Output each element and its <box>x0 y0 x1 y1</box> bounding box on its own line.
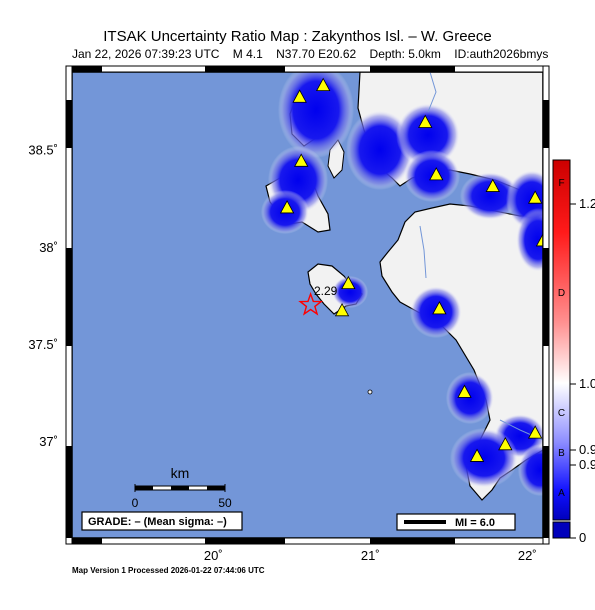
map-title: ITSAK Uncertainty Ratio Map : Zakynthos … <box>103 28 492 45</box>
grade-text: GRADE: – (Mean sigma: –) <box>88 516 227 528</box>
lon-tick-label: 20˚ <box>204 548 223 563</box>
frame-ticks <box>65 65 550 545</box>
latitude-labels: 38.5˚ 38˚ 37.5˚ 37˚ <box>28 143 58 449</box>
station-marker <box>485 178 500 192</box>
event-magnitude: M 4.1 <box>232 47 263 61</box>
station-marker <box>469 448 485 462</box>
colorbar-values: 1.2 1.0 0.90.9 0 <box>579 196 595 545</box>
longitude-labels: 20˚ 21˚ 22˚ <box>204 548 537 563</box>
event-depth: Depth: 5.0km <box>369 47 441 61</box>
river <box>419 225 427 279</box>
grade-box: GRADE: – (Mean sigma: –) <box>81 511 243 531</box>
station-value-label: 2.29 <box>314 284 338 298</box>
lat-tick-label: 38˚ <box>39 240 58 255</box>
scale-start: 0 <box>132 496 139 510</box>
event-location: N37.70 E20.62 <box>276 47 357 61</box>
station-marker <box>334 302 350 317</box>
colorbar-grade-letter: B <box>558 448 565 459</box>
station-marker <box>432 301 447 315</box>
station-marker <box>418 114 433 128</box>
map-area: 2.29 <box>72 72 543 538</box>
scale-unit: km <box>171 465 190 481</box>
station-marker <box>429 167 444 181</box>
station-marker <box>341 275 356 290</box>
station-marker <box>292 89 307 103</box>
station-marker <box>498 436 513 451</box>
river <box>427 72 437 113</box>
station-marker <box>527 190 543 204</box>
event-id: ID:auth2026bmys <box>454 47 549 61</box>
station-marker <box>294 153 309 167</box>
scale-bar: km 0 50 <box>132 465 232 510</box>
colorbar-value-label: 0.9 <box>579 457 595 472</box>
colorbar-grade-letter: F <box>558 178 564 189</box>
colorbar-value-label: 1.0 <box>579 376 595 391</box>
lat-tick-label: 37˚ <box>39 434 58 449</box>
colorbar-grade-letter: A <box>558 488 565 499</box>
lat-tick-label: 37.5˚ <box>28 337 58 352</box>
station-layer <box>279 77 543 462</box>
station-marker <box>279 200 295 214</box>
uncertainty-overlay <box>261 72 543 496</box>
mi-legend-text: MI = 6.0 <box>455 517 495 529</box>
lat-tick-label: 38.5˚ <box>28 143 58 158</box>
colorbar-grade-letter: C <box>558 408 565 419</box>
event-date: Jan 22, 2026 07:39:23 UTC <box>72 47 220 61</box>
lon-tick-label: 22˚ <box>518 548 537 563</box>
station-marker <box>457 384 472 398</box>
colorbar-grades: F D C B A <box>558 178 565 499</box>
island-strofades <box>367 389 373 395</box>
lon-tick-label: 21˚ <box>361 548 380 563</box>
station-marker <box>535 233 543 247</box>
scale-end: 50 <box>218 496 232 510</box>
event-info: Jan 22, 2026 07:39:23 UTC M 4.1 N37.70 E… <box>72 47 548 61</box>
mi-legend: MI = 6.0 <box>396 513 516 531</box>
colorbar-value-label: 0 <box>579 530 586 545</box>
processing-footer: Map Version 1 Processed 2026-01-22 07:44… <box>72 566 265 575</box>
color-bar: F D C B A 1.2 1.0 0.90.9 0 <box>552 159 595 545</box>
colorbar-grade-letter: D <box>558 288 565 299</box>
colorbar-value-label: 0.9 <box>579 442 595 457</box>
station-marker <box>316 77 331 91</box>
colorbar-value-label: 1.2 <box>579 196 595 211</box>
epicenter-star <box>298 291 324 316</box>
station-marker <box>527 425 543 439</box>
